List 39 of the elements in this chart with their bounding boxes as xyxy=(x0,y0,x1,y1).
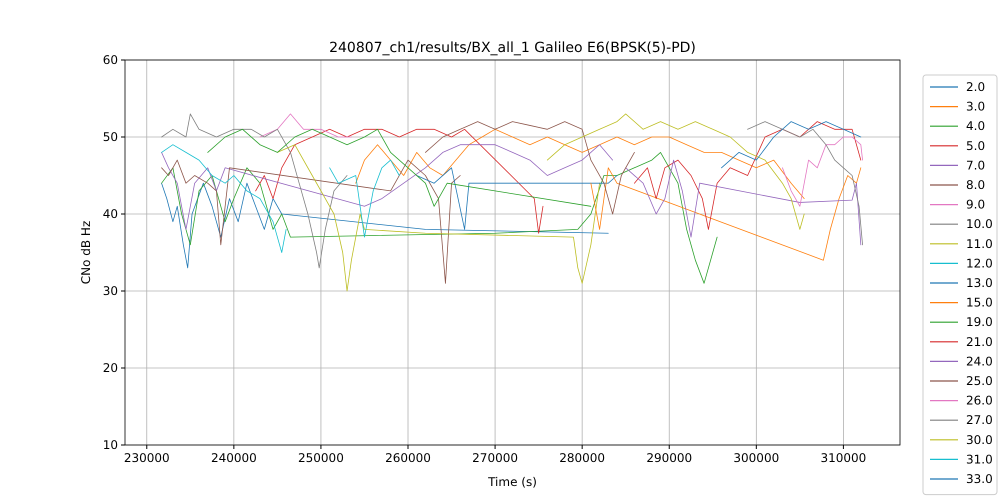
legend-label: 25.0 xyxy=(966,374,993,388)
legend-label: 9.0 xyxy=(966,198,986,212)
legend-label: 33.0 xyxy=(966,472,993,486)
x-tick-label: 230000 xyxy=(124,451,170,465)
y-tick-label: 50 xyxy=(102,130,118,144)
x-tick-label: 260000 xyxy=(385,451,431,465)
y-tick-label: 20 xyxy=(102,361,118,375)
y-tick-label: 10 xyxy=(102,438,118,452)
legend-label: 31.0 xyxy=(966,452,993,466)
legend-label: 4.0 xyxy=(966,119,986,134)
x-tick-label: 300000 xyxy=(733,451,780,465)
legend-label: 21.0 xyxy=(966,334,993,349)
legend-label: 11.0 xyxy=(966,236,993,251)
x-tick-label: 280000 xyxy=(559,451,606,465)
legend-label: 19.0 xyxy=(966,315,993,330)
legend-label: 5.0 xyxy=(966,138,986,153)
legend-label: 7.0 xyxy=(966,158,986,172)
x-tick-label: 270000 xyxy=(472,451,518,465)
y-tick-label: 30 xyxy=(102,284,118,298)
y-tick-label: 60 xyxy=(102,53,118,67)
legend-label: 26.0 xyxy=(966,394,993,408)
x-tick-label: 250000 xyxy=(298,451,344,465)
x-axis-title: Time (s) xyxy=(487,475,537,489)
x-tick-label: 290000 xyxy=(646,451,692,465)
y-tick-label: 40 xyxy=(102,207,118,221)
chart-title: 240807_ch1/results/BX_all_1 Galileo E6(BPSK(5)-PD) xyxy=(329,40,696,56)
legend-label: 10.0 xyxy=(966,217,993,232)
legend-label: 15.0 xyxy=(966,296,993,310)
legend-label: 12.0 xyxy=(966,256,993,270)
y-axis-title: CNo dB Hz xyxy=(79,220,93,284)
legend-label: 8.0 xyxy=(966,178,986,192)
legend-label: 3.0 xyxy=(966,100,986,114)
x-tick-label: 240000 xyxy=(210,451,257,465)
legend-label: 30.0 xyxy=(966,432,993,447)
legend-label: 2.0 xyxy=(966,80,986,94)
legend-label: 13.0 xyxy=(966,276,993,290)
legend-label: 24.0 xyxy=(966,354,993,368)
legend-label: 27.0 xyxy=(966,413,993,428)
x-tick-label: 310000 xyxy=(820,451,866,465)
